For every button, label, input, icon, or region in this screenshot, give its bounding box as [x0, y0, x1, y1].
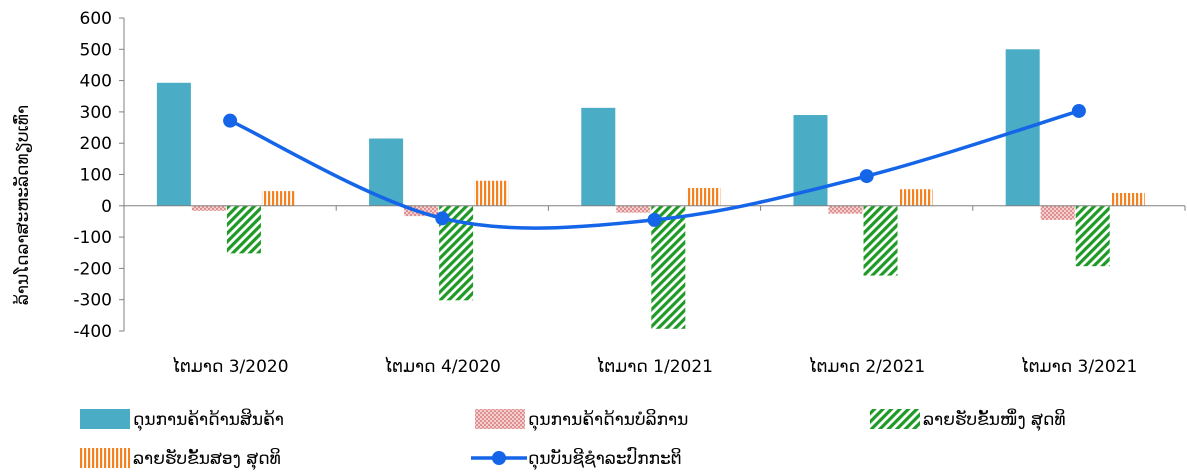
legend: ດຸນການຄ້າດ້ານສິນຄ້າ ດຸນການຄ້າດ້ານບໍລິການລ…: [80, 408, 1066, 471]
y-tick-label: 100: [80, 166, 112, 186]
legend-item-3: ລາຍຮັບຂັ້ນໜຶ່ງ ສຸດທິ: [870, 408, 1066, 432]
zero-axis: [123, 205, 1186, 211]
line-point-1: [223, 113, 238, 128]
y-tick-label: 300: [80, 103, 112, 123]
legend-swatch: [870, 409, 920, 429]
y-tick-label: 500: [80, 40, 112, 60]
legend-label: ດຸນບັນຊີຊໍາລະປົກກະຕິ: [528, 445, 682, 471]
legend-label: ດຸນການຄ້າດ້ານບໍລິການ: [528, 409, 688, 432]
bar-2-3: [616, 205, 651, 213]
bar-4-3: [686, 187, 721, 206]
bar-1-3: [581, 107, 616, 206]
bar-3-1: [226, 205, 261, 254]
bar-4-1: [261, 191, 296, 206]
x-axis-labels: ໄຕມາດ 3/2020 ໄຕມາດ 4/2020 ໄຕມາດ 1/2021 ໄຕມາ…: [172, 356, 1138, 377]
legend-line-marker: [492, 451, 506, 465]
x-tick-label: ໄຕມາດ 1/2021: [596, 356, 713, 377]
line-point-3: [647, 212, 662, 227]
legend-label: ລາຍຮັບຂັ້ນສອງ ສຸດທິ: [133, 447, 281, 471]
y-tick-label: -400: [73, 322, 112, 342]
bar-4-2: [474, 180, 509, 206]
y-axis: 600 500 400 300 200 100 0 -100 -200 -300 -400: [73, 9, 125, 342]
y-tick-label: 400: [80, 72, 112, 92]
x-tick-label: ໄຕມາດ 2/2021: [808, 356, 925, 377]
legend-item-1: ດຸນການຄ້າດ້ານສິນຄ້າ: [80, 409, 284, 432]
legend-swatch: [475, 409, 525, 429]
bar-3-5: [1075, 205, 1110, 267]
y-tick-label: -200: [73, 259, 112, 279]
legend-item-2: ດຸນການຄ້າດ້ານບໍລິການ: [475, 409, 688, 432]
line-point-4: [859, 169, 874, 184]
y-tick-label: 200: [80, 134, 112, 154]
legend-label: ລາຍຮັບຂັ້ນໜຶ່ງ ສຸດທິ: [923, 408, 1066, 432]
x-tick-label: ໄຕມາດ 4/2020: [384, 356, 501, 377]
bar-1-1: [156, 82, 191, 206]
bar-2-4: [828, 205, 863, 214]
y-tick-label: 600: [80, 9, 112, 29]
legend-item-5: ດຸນບັນຊີຊໍາລະປົກກະຕິ: [471, 445, 682, 471]
bar-4-4: [898, 189, 933, 206]
bar-2-1: [191, 205, 226, 211]
bar-3-4: [863, 205, 898, 276]
x-tick-label: ໄຕມາດ 3/2020: [172, 356, 289, 377]
y-axis-title-text: ລ້ານໂດລາສະຫະລັດທຽບເທົ່າ: [11, 105, 33, 305]
legend-item-4: ລາຍຮັບຂັ້ນສອງ ສຸດທິ: [80, 447, 281, 471]
x-tick-label: ໄຕມາດ 3/2021: [1020, 356, 1137, 377]
y-tick-label: -300: [73, 291, 112, 311]
legend-swatch: [80, 409, 130, 429]
y-tick-label: 0: [101, 197, 112, 217]
line-point-2: [435, 211, 450, 226]
bar-4-5: [1110, 192, 1145, 206]
legend-swatch: [80, 448, 130, 468]
y-axis-title: ລ້ານໂດລາສະຫະລັດທຽບເທົ່າ: [11, 105, 33, 305]
line-point-5: [1071, 103, 1086, 118]
line-series: [223, 103, 1086, 230]
legend-label: ດຸນການຄ້າດ້ານສິນຄ້າ: [133, 409, 284, 432]
bars: [156, 49, 1145, 329]
bar-2-5: [1040, 205, 1075, 220]
y-tick-label: -100: [73, 228, 112, 248]
